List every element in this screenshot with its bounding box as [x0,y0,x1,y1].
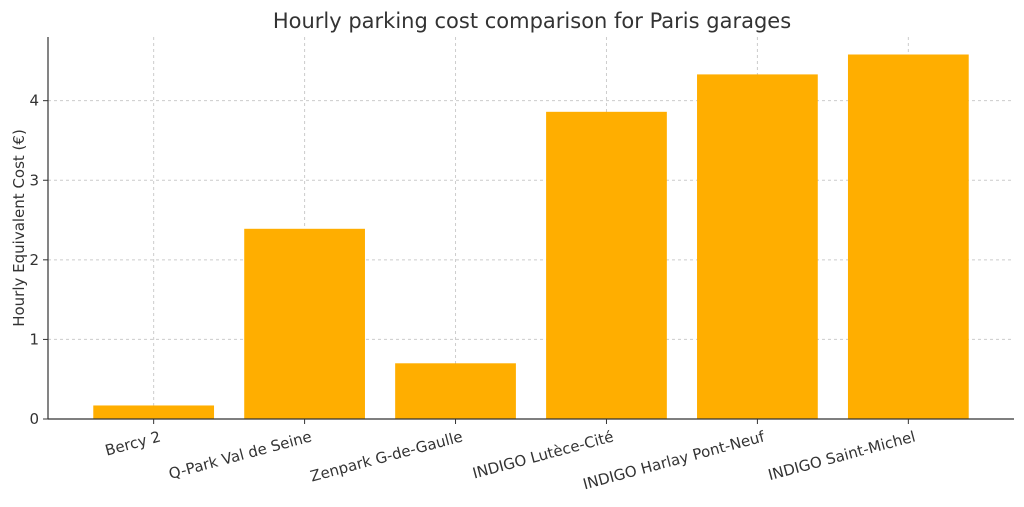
x-tick-label: Zenpark G-de-Gaulle [308,427,464,485]
y-tick-label: 1 [29,330,39,348]
bar [244,228,365,419]
y-tick-label: 0 [29,410,39,428]
y-tick-label: 4 [29,92,39,110]
bar [847,54,969,420]
bars [93,54,969,420]
y-tick-label: 3 [29,171,39,189]
bar [93,405,215,419]
y-tick-label: 2 [29,251,39,269]
x-tick-label: INDIGO Saint-Michel [766,427,917,484]
bar [395,363,516,419]
bar [697,74,818,419]
x-tick-label: Bercy 2 [103,427,163,459]
bar [546,111,667,419]
y-axis-label: Hourly Equivalent Cost (€) [10,129,28,327]
chart-title: Hourly parking cost comparison for Paris… [273,9,791,33]
x-tick-label: Q-Park Val de Seine [167,427,314,482]
